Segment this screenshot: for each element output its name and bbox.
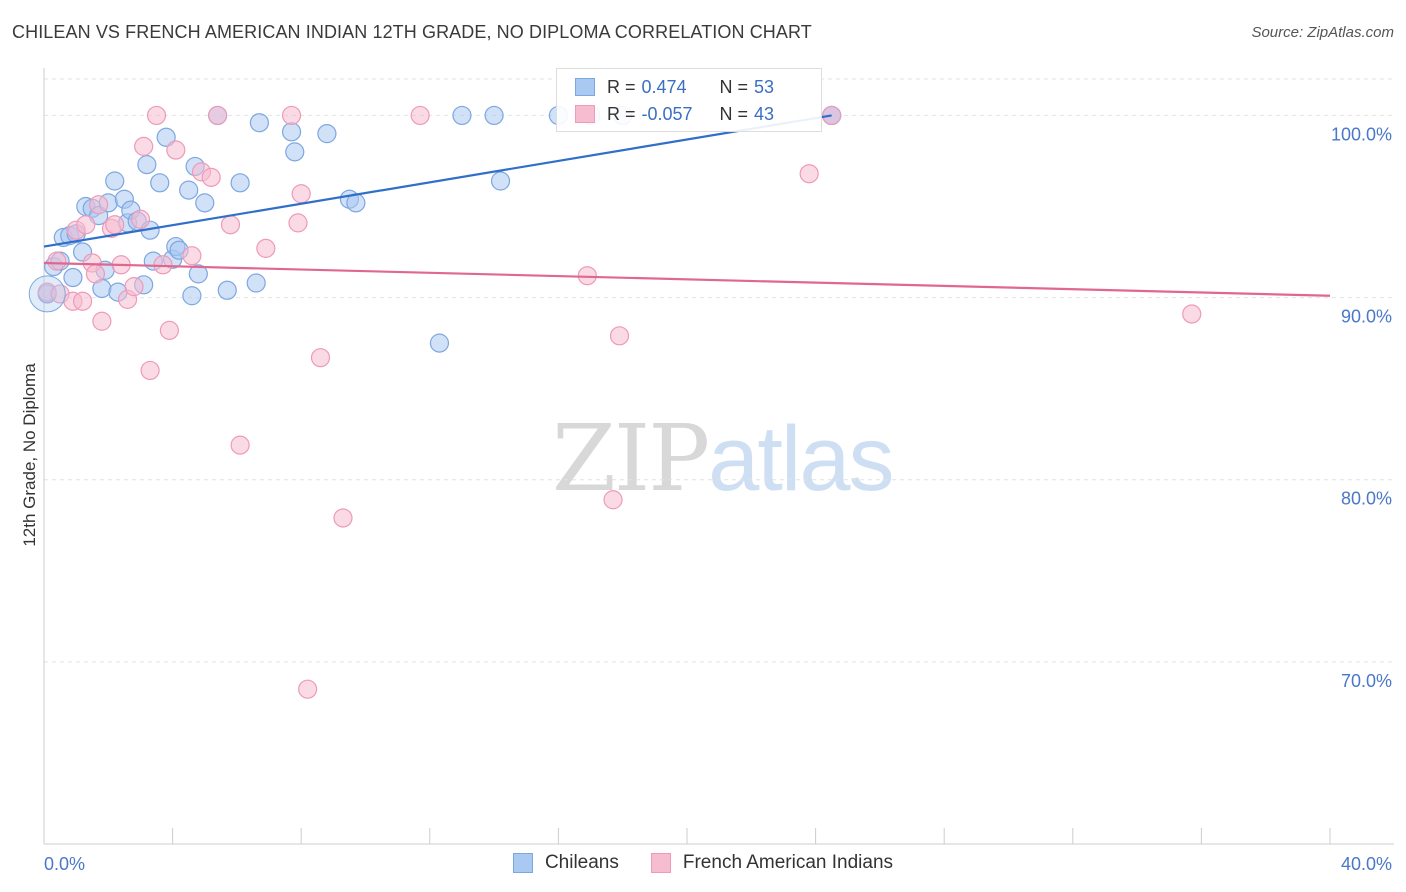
chileans-point <box>137 155 157 175</box>
gridlines <box>44 78 1394 663</box>
french-american-indians-point <box>72 291 93 311</box>
french-american-indians-point <box>134 136 154 156</box>
y-tick-label: 70.0% <box>1341 671 1392 691</box>
french-american-indians-point <box>220 215 241 235</box>
french-american-indians-point <box>166 140 186 160</box>
french-american-indians-point <box>105 215 125 235</box>
source-label: Source: ZipAtlas.com <box>1251 24 1394 41</box>
french-american-indians-point <box>159 320 179 340</box>
french-american-indians-swatch <box>575 105 595 123</box>
french-american-indians-point <box>288 213 308 233</box>
legend: Chileans French American Indians <box>0 852 1406 874</box>
chileans-point <box>195 193 215 213</box>
chileans-point <box>150 173 170 193</box>
n-value: 43 <box>754 103 775 124</box>
chileans-point <box>230 173 250 193</box>
chileans-point <box>217 280 237 300</box>
french-american-indians-point <box>609 326 630 346</box>
tick-labels: 70.0% 80.0% 90.0% 100.0% 0.0% 40.0% <box>44 124 1392 874</box>
stats-row-french-american-indians: R = -0.057 N = 43 <box>575 101 774 127</box>
french-american-indians-point <box>201 167 221 187</box>
chileans-point <box>452 105 472 126</box>
legend-label-french-american-indians: French American Indians <box>682 852 894 873</box>
french-american-indians-point <box>281 105 302 126</box>
y-tick-label: 90.0% <box>1341 307 1392 327</box>
chileans-legend-swatch <box>512 853 533 873</box>
french-american-indians-point <box>310 348 331 368</box>
chileans-point <box>484 105 504 126</box>
axes <box>43 68 1394 845</box>
chileans-point <box>188 264 208 284</box>
french-american-indians-point <box>89 195 109 215</box>
chileans-point <box>429 333 450 353</box>
chileans-point <box>285 142 305 162</box>
chileans-trend-line <box>43 114 832 248</box>
french-american-indians-point <box>85 264 106 284</box>
stats-box: R = 0.474 N = 53 R = -0.057 N = 43 <box>556 68 822 132</box>
french-american-indians-point <box>603 490 623 510</box>
french-american-indians-point <box>799 164 819 184</box>
legend-item-french-american-indians[interactable]: French American Indians <box>650 852 894 874</box>
chart-title: CHILEAN VS FRENCH AMERICAN INDIAN 12TH G… <box>12 22 812 42</box>
chileans-point <box>490 171 511 191</box>
chileans-point <box>182 286 202 306</box>
n-label: N = <box>719 76 749 97</box>
french-american-indians-point <box>47 251 67 271</box>
french-american-indians-point <box>230 435 250 455</box>
n-value: 53 <box>754 76 775 97</box>
french-american-indians-point <box>130 209 151 229</box>
french-american-indians-point <box>333 508 353 528</box>
french-american-indians-point <box>291 184 311 204</box>
french-american-indians-point <box>256 238 276 258</box>
trend-lines <box>43 114 1331 297</box>
chileans-point <box>281 122 302 142</box>
french-american-indians-point <box>182 246 202 266</box>
watermark-atlas: atlas <box>708 408 894 510</box>
data-points <box>28 105 1202 699</box>
french-american-indians-point <box>1182 304 1202 324</box>
chileans-point <box>317 124 337 144</box>
legend-item-chileans[interactable]: Chileans <box>512 852 619 874</box>
legend-label-chileans: Chileans <box>544 852 619 873</box>
watermark: ZIPatlas <box>552 405 895 512</box>
french-american-indians-point <box>92 311 112 331</box>
x-tick-label: 0.0% <box>44 854 85 874</box>
chileans-point <box>249 113 270 133</box>
chileans-point <box>63 267 83 288</box>
french-american-indians-legend-swatch <box>650 853 671 873</box>
y-tick-label: 80.0% <box>1341 489 1392 509</box>
r-label: R = <box>607 103 636 124</box>
french-american-indians-point <box>410 105 430 126</box>
stats-row-chileans: R = 0.474 N = 53 <box>575 74 774 100</box>
chileans-point <box>246 273 266 293</box>
watermark-zip: ZIP <box>552 405 710 512</box>
french-american-indians-point <box>124 277 144 297</box>
y-tick-label: 100.0% <box>1331 124 1392 144</box>
french-american-indians-trend-line <box>43 261 1331 297</box>
french-american-indians-point <box>298 679 318 699</box>
chileans-point <box>179 180 199 200</box>
r-value: -0.057 <box>641 103 693 124</box>
x-tick-label: 40.0% <box>1341 854 1392 874</box>
french-american-indians-point <box>140 360 160 381</box>
chileans-swatch <box>575 78 595 96</box>
chileans-cluster-point <box>28 275 66 313</box>
n-label: N = <box>719 103 749 124</box>
r-label: R = <box>607 76 636 97</box>
french-american-indians-point <box>146 105 167 126</box>
chileans-point <box>156 127 176 147</box>
chileans-point <box>105 171 125 191</box>
french-american-indians-point <box>76 215 96 235</box>
r-value: 0.474 <box>641 76 687 97</box>
french-american-indians-point <box>208 105 228 126</box>
